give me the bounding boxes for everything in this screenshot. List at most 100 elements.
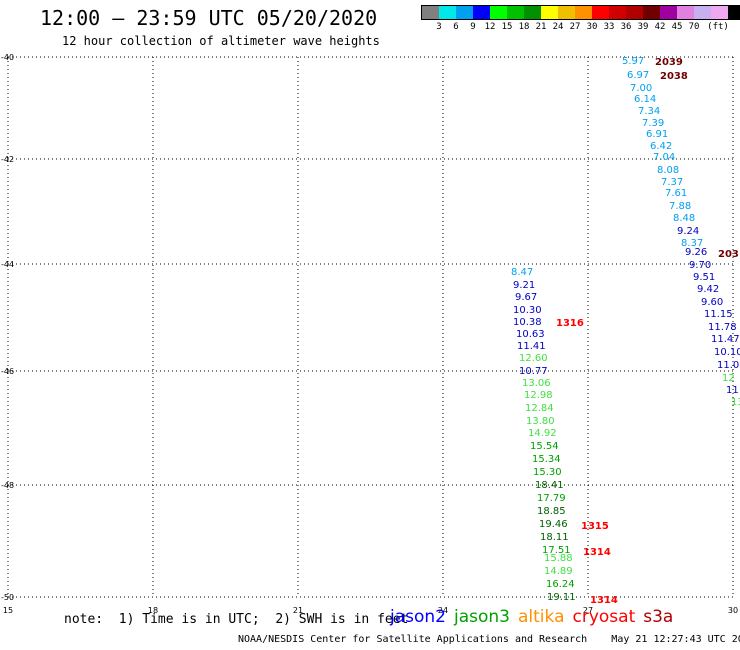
wave-height-value: 15.88 xyxy=(544,553,573,564)
mission-legend: jason2 jason3 altika cryosat s3a xyxy=(390,607,681,627)
pass-time-label: 1316 xyxy=(556,318,584,329)
lon-tick-label: 30 xyxy=(728,606,738,615)
legend-label: 21 xyxy=(535,22,547,32)
wave-height-value: 8.37 xyxy=(681,238,703,249)
pass-time-label: 2038 xyxy=(660,71,688,82)
lat-tick-label: -40 xyxy=(1,53,14,62)
lon-tick-label: 18 xyxy=(148,606,158,615)
legend-labels: 3 6 9 12 15 18 21 24 27 30 33 36 39 42 45 70 (ft) xyxy=(421,20,740,34)
legend-label: 6 xyxy=(453,22,459,32)
wave-height-value: 9.51 xyxy=(693,272,715,283)
legend-label: 42 xyxy=(654,22,666,32)
wave-height-value: 7.00 xyxy=(630,83,652,94)
wave-height-value: 10.77 xyxy=(519,366,548,377)
wave-height-value: 7.61 xyxy=(665,188,687,199)
wave-height-value: 18.11 xyxy=(540,532,569,543)
lon-tick-label: 15 xyxy=(3,606,13,615)
wave-height-value: 13.06 xyxy=(522,378,551,389)
wave-height-value: 8.48 xyxy=(673,213,695,224)
mission-name-s3a: s3a xyxy=(643,607,674,627)
wave-height-value: 9.26 xyxy=(685,247,707,258)
pass-time-label: 1314 xyxy=(583,547,611,558)
mission-name-cryosat: cryosat xyxy=(572,607,636,627)
lat-tick-label: -44 xyxy=(1,260,14,269)
pass-time-label: 1315 xyxy=(581,521,609,532)
wave-height-value: 19.11 xyxy=(547,592,576,603)
wave-height-value: 9.21 xyxy=(513,280,535,291)
map-grid xyxy=(7,56,734,598)
mission-name-jason2: jason2 xyxy=(390,607,446,627)
wave-height-value: 12 xyxy=(722,373,735,384)
wave-height-value: 11 xyxy=(726,385,739,396)
legend-label: 18 xyxy=(518,22,530,32)
lon-tick-label: 27 xyxy=(583,606,593,615)
map-ticks: 15 18 21 24 27 30 -40 -42 -44 -46 -48 -50 xyxy=(1,53,738,615)
wave-height-value: 7.39 xyxy=(642,118,664,129)
wave-height-value: 7.37 xyxy=(661,177,683,188)
wave-height-value: 10.63 xyxy=(516,329,545,340)
map-subtitle: 12 hour collection of altimeter wave hei… xyxy=(62,34,380,48)
legend-swatch xyxy=(541,6,558,19)
legend-label: 45 xyxy=(671,22,683,32)
mission-name-altika: altika xyxy=(518,607,565,627)
legend-swatch xyxy=(507,6,524,19)
wave-height-value: 17.79 xyxy=(537,493,566,504)
legend-label: 36 xyxy=(620,22,632,32)
legend-swatch xyxy=(575,6,592,19)
wave-height-value: 17.51 xyxy=(542,545,571,556)
lat-tick-label: -50 xyxy=(1,593,14,602)
legend-swatch xyxy=(728,6,740,19)
pass-time-label: 1314 xyxy=(590,595,618,606)
legend-label: 70 xyxy=(688,22,700,32)
map-title: 12:00 – 23:59 UTC 05/20/2020 xyxy=(40,6,378,30)
wave-height-value: 9.67 xyxy=(515,292,537,303)
wave-height-value: 16.24 xyxy=(546,579,575,590)
wave-height-value: 8.47 xyxy=(511,267,533,278)
legend-swatch xyxy=(626,6,643,19)
wave-height-value: 7.34 xyxy=(638,106,660,117)
wave-height-value: 9.24 xyxy=(677,226,699,237)
legend-label: 27 xyxy=(569,22,581,32)
legend-swatch xyxy=(694,6,711,19)
legend-swatch xyxy=(660,6,677,19)
wave-height-value: 7.04 xyxy=(653,152,675,163)
wave-height-value: 9.60 xyxy=(701,297,723,308)
wave-height-value: 14.89 xyxy=(544,566,573,577)
timestamp-text: May 21 12:27:43 UTC 2020 xyxy=(611,634,740,645)
legend-swatch xyxy=(524,6,541,19)
observation-labels: 5.97 6.97 7.006.147.347.396.916.427.04 8.08… xyxy=(511,56,740,606)
wave-height-value: 11.0 xyxy=(717,360,739,371)
footer-credit: NOAA/NESDIS Center for Satellite Applica… xyxy=(238,634,740,645)
wave-height-value: 8.08 xyxy=(657,165,679,176)
wave-height-value: 15.34 xyxy=(532,454,561,465)
legend-label: 15 xyxy=(501,22,513,32)
pass-time-label: 203 xyxy=(718,249,739,260)
lat-tick-label: -46 xyxy=(1,367,14,376)
wave-height-value: 11.78 xyxy=(708,322,737,333)
wave-height-value: 15.30 xyxy=(533,467,562,478)
lat-tick-label: -48 xyxy=(1,481,14,490)
legend-swatch xyxy=(711,6,728,19)
wave-height-value: 11.15 xyxy=(704,309,733,320)
wave-height-value: 13 xyxy=(731,397,740,408)
credit-text: NOAA/NESDIS Center for Satellite Applica… xyxy=(238,634,588,645)
wave-height-value: 18.85 xyxy=(537,506,566,517)
legend-swatch xyxy=(558,6,575,19)
lat-tick-label: -42 xyxy=(1,155,14,164)
wave-height-value: 6.42 xyxy=(650,141,672,152)
wave-height-value: 6.91 xyxy=(646,129,668,140)
legend-label: 33 xyxy=(603,22,615,32)
legend-label: 12 xyxy=(484,22,496,32)
legend-swatch xyxy=(643,6,660,19)
legend-swatch xyxy=(677,6,694,19)
legend-swatches xyxy=(421,5,740,20)
wave-height-value: 10.30 xyxy=(513,305,542,316)
wave-height-value: 7.88 xyxy=(669,201,691,212)
mission-name-jason3: jason3 xyxy=(454,607,510,627)
wave-height-value: 15.54 xyxy=(530,441,559,452)
wave-height-value: 10.38 xyxy=(513,317,542,328)
legend-swatch xyxy=(490,6,507,19)
lon-tick-label: 21 xyxy=(293,606,303,615)
wave-height-value: 12.60 xyxy=(519,353,548,364)
legend-label: 39 xyxy=(637,22,649,32)
